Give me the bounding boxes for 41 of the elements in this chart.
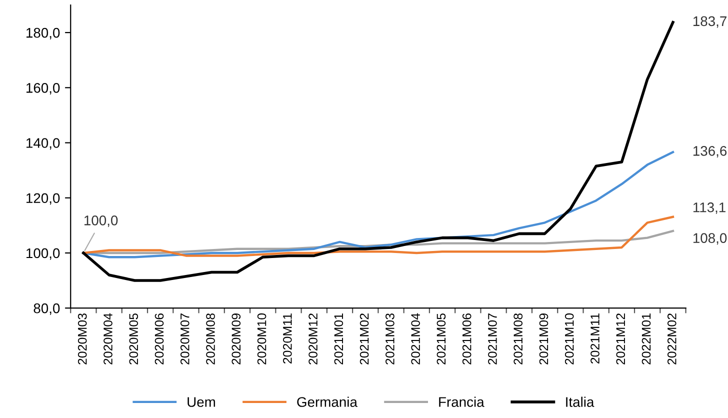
y-tick-label: 140,0 [26, 138, 60, 150]
data-label: 113,1 [693, 202, 726, 214]
x-tick-label: 2021M02 [360, 314, 369, 364]
x-tick-label: 2020M12 [308, 314, 318, 364]
y-tick-label: 80,0 [34, 303, 60, 315]
x-tick-label: 2020M11 [282, 314, 292, 364]
x-tick-label: 2020M10 [257, 313, 266, 364]
x-tick-label: 2021M01 [334, 314, 344, 364]
y-tick-label: 180,0 [26, 28, 60, 40]
x-tick-label: 2021M12 [616, 314, 626, 364]
x-tick-label: 2020M09 [232, 314, 241, 364]
data-label: 136,6 [693, 146, 727, 158]
x-tick-label: 2020M05 [129, 313, 138, 364]
x-tick-label: 2021M09 [539, 314, 548, 364]
x-tick-label: 2020M06 [154, 313, 164, 364]
x-tick-label: 2020M08 [206, 313, 215, 364]
x-tick-label: 2021M08 [514, 313, 523, 364]
x-tick-label: 2020M03 [78, 313, 87, 364]
x-tick-label: 2020M04 [104, 313, 112, 364]
data-label: 108,0 [693, 233, 727, 245]
legend-label: Germania [297, 396, 358, 407]
x-tick-label: 2021M04 [411, 313, 420, 364]
legend-label: Uem [188, 397, 215, 407]
y-tick-label: 100,0 [26, 248, 60, 260]
legend-label: Italia [566, 396, 594, 407]
line-series [82, 216, 674, 257]
legend-label: Francia [439, 396, 484, 407]
line-series [82, 20, 674, 282]
x-tick-label: 2022M02 [667, 314, 676, 364]
x-tick-label: 2022M01 [642, 314, 651, 364]
y-tick-label: 120,0 [26, 193, 60, 205]
data-label: 183,7 [693, 16, 726, 28]
x-tick-label: 2020M07 [180, 314, 190, 364]
x-tick-label: 2021M05 [436, 313, 446, 364]
annotation: 100,0 [84, 215, 118, 227]
x-tick-label: 2021M03 [386, 313, 394, 364]
x-tick-label: 2021M10 [564, 313, 574, 364]
x-tick-label: 2021M06 [462, 313, 472, 364]
y-tick-label: 160,0 [26, 83, 60, 94]
x-tick-label: 2021M11 [590, 314, 600, 364]
x-tick-label: 2021M07 [488, 314, 497, 364]
